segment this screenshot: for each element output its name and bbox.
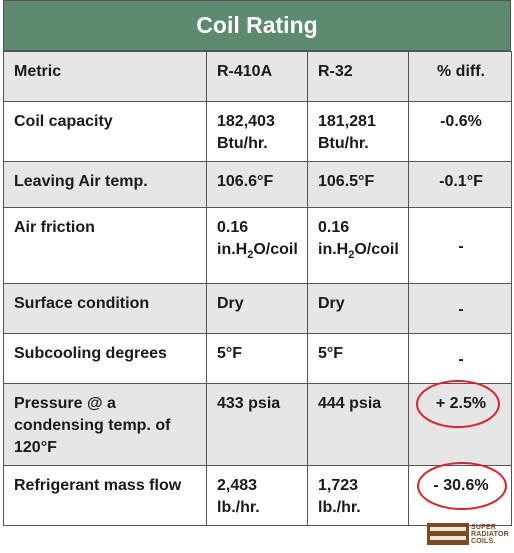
header-metric: Metric bbox=[3, 51, 207, 102]
metric-cell: Coil capacity bbox=[3, 101, 207, 162]
diff-cell: - bbox=[408, 333, 512, 384]
metric-cell: Surface condition bbox=[3, 283, 207, 334]
r32-cell: 106.5°F bbox=[307, 161, 409, 208]
r32-value: 0.16 bbox=[318, 219, 350, 236]
r32-cell: 0.16 in.H2O/coil bbox=[307, 207, 409, 284]
logo-wordmark: SUPER RADIATOR COILS. bbox=[471, 523, 509, 545]
r410a-cell: 182,403 Btu/hr. bbox=[206, 101, 308, 162]
highlighted-diff: - 30.6% bbox=[417, 462, 508, 510]
metric-cell: Pressure @ a condensing temp. of 120°F bbox=[3, 383, 207, 466]
super-radiator-coils-logo: SUPER RADIATOR COILS. bbox=[427, 522, 511, 546]
metric-cell: Refrigerant mass flow bbox=[3, 465, 207, 526]
diff-cell: + 2.5% bbox=[408, 380, 512, 466]
header-row: Metric R-410A R-32 % diff. bbox=[3, 51, 512, 102]
r32-unit-sub: 2 bbox=[348, 249, 355, 262]
r410a-cell: 2,483 lb./hr. bbox=[206, 465, 308, 526]
red-highlight-ring bbox=[417, 462, 508, 510]
r32-cell: Dry bbox=[307, 283, 409, 334]
r410a-cell: 106.6°F bbox=[206, 161, 308, 208]
diff-cell: -0.1°F bbox=[408, 161, 512, 208]
r410a-cell: 5°F bbox=[206, 333, 308, 384]
red-highlight-ring bbox=[415, 380, 500, 428]
diff-cell: - 30.6% bbox=[408, 462, 512, 526]
diff-cell: - bbox=[408, 207, 512, 284]
r32-cell: 1,723 lb./hr. bbox=[307, 465, 409, 526]
r410a-cell: 433 psia bbox=[206, 383, 308, 466]
table-row: Coil capacity 182,403 Btu/hr. 181,281 Bt… bbox=[3, 101, 512, 162]
table-row: Leaving Air temp. 106.6°F 106.5°F -0.1°F bbox=[3, 161, 512, 208]
r410a-unit-pre: in.H bbox=[217, 241, 248, 258]
r410a-value: 0.16 bbox=[217, 219, 249, 236]
table-row: Air friction 0.16 in.H2O/coil 0.16 in.H2… bbox=[3, 207, 512, 284]
table-row: Subcooling degrees 5°F 5°F - bbox=[3, 333, 512, 384]
metric-cell: Leaving Air temp. bbox=[3, 161, 207, 208]
highlighted-diff: + 2.5% bbox=[415, 380, 500, 428]
r410a-unit-post: O/coil bbox=[253, 241, 298, 258]
r410a-unit-sub: 2 bbox=[247, 249, 254, 262]
table-row: Pressure @ a condensing temp. of 120°F 4… bbox=[3, 380, 512, 466]
header-r32: R-32 bbox=[307, 51, 409, 102]
r410a-cell: Dry bbox=[206, 283, 308, 334]
r32-cell: 444 psia bbox=[307, 383, 409, 466]
table-title: Coil Rating bbox=[3, 0, 511, 51]
logo-mark-icon bbox=[427, 523, 469, 545]
r32-unit-pre: in.H bbox=[318, 241, 349, 258]
metric-cell: Subcooling degrees bbox=[3, 333, 207, 384]
r32-cell: 5°F bbox=[307, 333, 409, 384]
coil-rating-table: Coil Rating Metric R-410A R-32 % diff. C… bbox=[3, 0, 512, 526]
header-r410a: R-410A bbox=[206, 51, 308, 102]
r32-unit-post: O/coil bbox=[354, 241, 399, 258]
metric-cell: Air friction bbox=[3, 207, 207, 284]
r410a-cell: 0.16 in.H2O/coil bbox=[206, 207, 308, 284]
diff-cell: - bbox=[408, 283, 512, 334]
rating-grid: Metric R-410A R-32 % diff. Coil capacity… bbox=[3, 51, 512, 526]
r32-cell: 181,281 Btu/hr. bbox=[307, 101, 409, 162]
header-diff: % diff. bbox=[408, 51, 512, 102]
diff-cell: -0.6% bbox=[408, 101, 512, 162]
table-row: Refrigerant mass flow 2,483 lb./hr. 1,72… bbox=[3, 462, 512, 526]
table-row: Surface condition Dry Dry - bbox=[3, 283, 512, 334]
